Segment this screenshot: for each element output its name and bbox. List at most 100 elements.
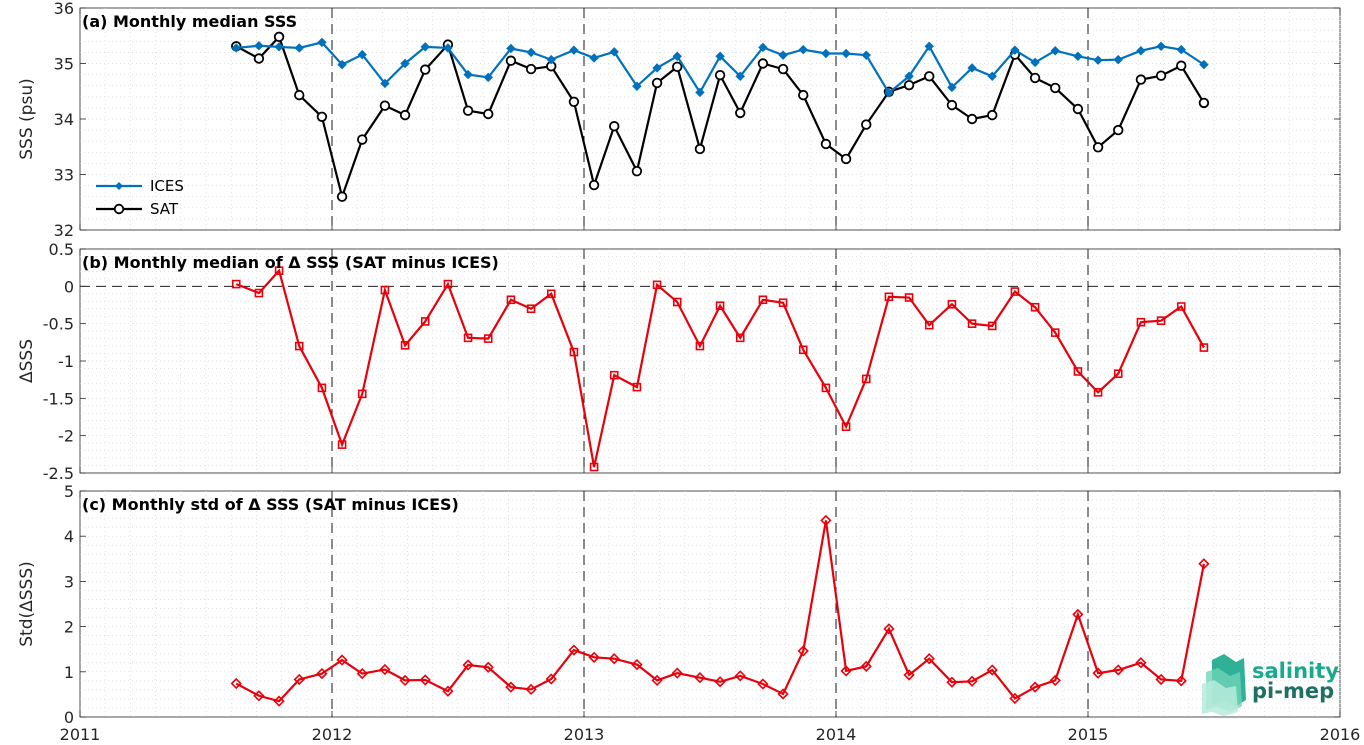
ices-point: [483, 72, 493, 83]
delta-sss-point: [1156, 316, 1166, 325]
std-delta-sss-point: [694, 672, 706, 684]
ices-point: [798, 44, 808, 55]
delta-sss-point: [778, 298, 788, 308]
sat-point: [672, 61, 683, 73]
sat-point: [1176, 60, 1187, 71]
std-delta-sss-point: [545, 673, 557, 685]
ices-point: [884, 88, 894, 98]
std-delta-sss-point: [482, 661, 494, 673]
ices-point: [821, 48, 831, 59]
ices-point: [778, 50, 788, 60]
std-delta-sss-point: [1112, 664, 1124, 676]
ices-point: [652, 63, 662, 73]
ices-point: [463, 69, 473, 80]
delta-sss-point: [652, 280, 662, 290]
ices-point: [526, 47, 536, 58]
delta-sss-point: [1093, 388, 1103, 397]
ices-point: [967, 63, 977, 73]
ices-point: [1093, 55, 1103, 65]
panel-a-grid: [80, 8, 1341, 230]
ices-point: [254, 41, 264, 51]
y-tick-label: 3: [64, 572, 74, 591]
delta-sss-point: [821, 383, 831, 393]
sat-point: [483, 108, 494, 120]
std-delta-sss-point: [757, 678, 769, 690]
delta-sss-point: [715, 301, 725, 311]
std-delta-sss-point: [903, 669, 915, 681]
panel-c-title: (c) Monthly std of Δ SSS (SAT minus ICES…: [82, 495, 459, 514]
delta-sss-point: [884, 292, 894, 302]
std-delta-sss-point: [336, 654, 348, 666]
sat-point: [757, 58, 769, 69]
ices-point: [569, 45, 579, 55]
sat-point: [946, 99, 958, 111]
sat-point: [903, 79, 915, 91]
delta-sss-point: [947, 299, 957, 309]
delta-sss-point: [483, 334, 493, 343]
ices-point: [1199, 59, 1209, 70]
sat-point: [861, 119, 872, 130]
y-tick-label: -1: [58, 352, 74, 371]
ices-point: [924, 41, 934, 52]
std-delta-sss-point: [1135, 657, 1147, 669]
panel-b-y-axis-label: ΔSSS: [17, 339, 37, 383]
std-delta-sss-point: [356, 667, 368, 680]
ices-point: [294, 43, 304, 53]
std-delta-sss-point: [840, 665, 852, 677]
delta-sss-point: [987, 321, 997, 331]
sat-point: [379, 100, 391, 111]
ices-point: [715, 51, 725, 61]
std-delta-sss-point: [1175, 675, 1187, 687]
std-delta-sss-point: [608, 653, 620, 665]
ices-point: [420, 42, 430, 52]
ices-point: [400, 58, 410, 69]
sat-point: [735, 107, 746, 119]
sat-point: [694, 143, 706, 155]
x-tick-label: 2011: [60, 725, 101, 744]
std-delta-sss-line: [235, 520, 1205, 703]
delta-sss-point: [317, 383, 327, 393]
panel-c-marks: [230, 514, 1210, 707]
y-tick-label: 0: [64, 277, 74, 296]
std-delta-sss-point: [883, 623, 895, 635]
std-delta-sss-point: [273, 695, 285, 707]
sat-point: [505, 55, 517, 66]
std-delta-sss-point: [1198, 558, 1210, 570]
panel-c-y-ticks: 0 1 2 3 4 5: [64, 482, 1341, 727]
ices-point: [274, 42, 284, 52]
delta-sss-point: [569, 347, 579, 357]
ices-point: [443, 43, 453, 53]
delta-sss-point: [632, 382, 642, 392]
ices-point: [1113, 54, 1123, 65]
panel-b-title: (b) Monthly median of Δ SSS (SAT minus I…: [82, 253, 499, 272]
std-delta-sss-point: [734, 670, 746, 682]
std-delta-sss-point: [399, 674, 411, 687]
delta-sss-point: [1073, 367, 1083, 376]
ices-point: [695, 87, 705, 98]
logo-line2: pi-mep: [1252, 679, 1334, 703]
std-delta-sss-point: [293, 673, 305, 686]
ices-point: [357, 49, 367, 60]
sat-point: [1050, 82, 1061, 94]
y-tick-label: 0.5: [49, 240, 74, 259]
panel-a-title: (a) Monthly median SSS: [82, 12, 297, 31]
y-tick-label: 34: [54, 110, 74, 129]
sat-point: [525, 63, 537, 75]
ices-point: [589, 53, 599, 63]
delta-sss-line: [235, 268, 1205, 468]
y-tick-label: 4: [64, 527, 74, 546]
sat-point: [714, 69, 726, 81]
std-delta-sss-point: [1092, 667, 1104, 679]
panel-c-y-axis-label: Std(ΔSSS): [17, 561, 37, 647]
std-delta-sss-point: [671, 667, 683, 679]
sat-point: [840, 153, 852, 165]
y-tick-label: 33: [54, 166, 74, 185]
ices-point: [1030, 57, 1040, 68]
delta-sss-point: [1199, 343, 1209, 352]
legend-sat-label: SAT: [150, 200, 179, 218]
delta-sss-point: [758, 295, 768, 305]
panel-a-legend: ICES SAT: [96, 177, 184, 218]
delta-sss-point: [380, 285, 390, 295]
sat-point: [966, 113, 978, 125]
std-delta-sss-point: [462, 659, 474, 671]
